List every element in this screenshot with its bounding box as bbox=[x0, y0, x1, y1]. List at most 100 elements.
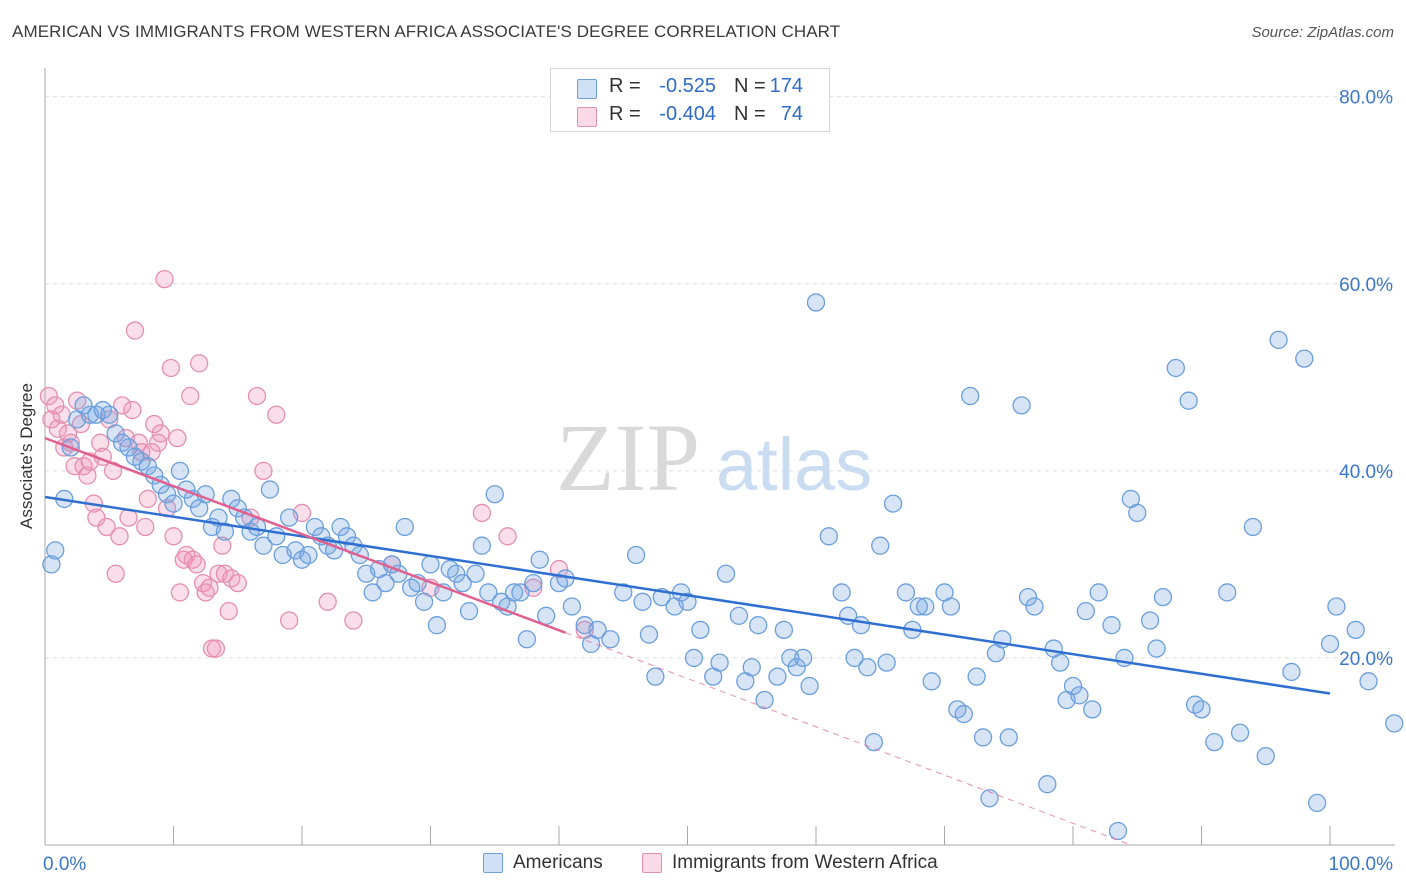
americans-point bbox=[1063, 676, 1083, 696]
americans-point bbox=[774, 620, 794, 640]
y-tick-label: 40.0% bbox=[1339, 462, 1393, 483]
americans-point bbox=[954, 704, 973, 724]
americans-point bbox=[1243, 517, 1263, 537]
americans-point bbox=[1051, 653, 1070, 672]
americans-point bbox=[639, 625, 659, 644]
americans-point bbox=[106, 424, 125, 443]
legend-swatch-immigrants bbox=[577, 107, 597, 127]
americans-point bbox=[896, 583, 916, 602]
americans-point bbox=[768, 667, 787, 686]
immigrants-point bbox=[46, 396, 65, 415]
americans-point bbox=[138, 457, 157, 476]
americans-point bbox=[414, 592, 434, 611]
americans-point bbox=[1108, 821, 1128, 841]
americans-point bbox=[1102, 616, 1121, 635]
americans-point bbox=[1166, 358, 1185, 378]
x-tick-label: 100.0% bbox=[1329, 854, 1394, 875]
immigrants-point bbox=[202, 639, 222, 658]
immigrants-trendline bbox=[44, 436, 566, 634]
x-tick-label: 0.0% bbox=[43, 854, 86, 875]
y-tick-label: 60.0% bbox=[1339, 275, 1393, 296]
legend-r-value: -0.404 bbox=[659, 103, 716, 125]
immigrants-point bbox=[110, 527, 129, 546]
americans-point bbox=[916, 597, 935, 616]
americans-point bbox=[421, 555, 440, 574]
americans-point bbox=[299, 545, 318, 565]
y-tick-label: 80.0% bbox=[1339, 88, 1393, 109]
americans-point bbox=[691, 620, 710, 640]
bottom-legend-americans: Americans bbox=[513, 852, 603, 873]
immigrants-point bbox=[155, 269, 174, 289]
americans-point bbox=[157, 485, 177, 504]
immigrants-point bbox=[206, 639, 226, 658]
americans-point bbox=[601, 630, 620, 649]
americans-point bbox=[1018, 587, 1038, 607]
americans-point bbox=[170, 461, 190, 481]
y-tick-label: 20.0% bbox=[1339, 649, 1393, 670]
americans-point bbox=[967, 667, 986, 686]
legend-n-value: 74 bbox=[780, 103, 803, 125]
immigrants-point bbox=[52, 405, 71, 424]
americans-point bbox=[781, 648, 800, 668]
immigrants-point bbox=[279, 611, 299, 630]
immigrants-point bbox=[91, 433, 110, 452]
americans-point bbox=[100, 405, 119, 424]
americans-point bbox=[447, 564, 466, 583]
immigrants-point bbox=[190, 354, 209, 373]
americans-point bbox=[517, 630, 537, 649]
americans-point bbox=[1070, 686, 1089, 705]
immigrants-point bbox=[48, 419, 67, 438]
immigrants-point bbox=[247, 386, 267, 406]
legend-r-label: R = bbox=[609, 103, 641, 125]
americans-point bbox=[646, 667, 665, 686]
immigrants-point bbox=[187, 555, 206, 574]
immigrants-point bbox=[472, 503, 492, 523]
americans-point bbox=[376, 573, 395, 593]
americans-point bbox=[1256, 746, 1275, 766]
immigrants-point bbox=[145, 414, 164, 434]
americans-point bbox=[74, 396, 93, 415]
americans-point bbox=[678, 592, 697, 611]
americans-point bbox=[787, 658, 806, 677]
watermark: ZIP atlas bbox=[556, 404, 872, 511]
axes bbox=[44, 68, 1395, 846]
americans-point bbox=[260, 480, 280, 499]
americans-point bbox=[973, 728, 993, 747]
immigrants-point bbox=[200, 578, 219, 597]
stats-legend: R = -0.525 N = 174 R = -0.404 N = 74 bbox=[550, 68, 830, 132]
chart-title: AMERICAN VS IMMIGRANTS FROM WESTERN AFRI… bbox=[12, 22, 841, 41]
americans-point bbox=[961, 386, 980, 406]
immigrants-point bbox=[42, 410, 61, 429]
americans-point bbox=[279, 508, 299, 527]
americans-point bbox=[1128, 503, 1147, 523]
immigrants-point bbox=[138, 489, 157, 509]
americans-point bbox=[716, 564, 736, 583]
americans-point bbox=[1327, 597, 1346, 616]
americans-point bbox=[941, 597, 961, 616]
americans-point bbox=[845, 648, 864, 668]
immigrants-point bbox=[97, 517, 116, 537]
americans-point bbox=[215, 522, 235, 541]
americans-point bbox=[755, 690, 774, 710]
legend-n-label: N = bbox=[734, 75, 766, 97]
americans-point bbox=[1147, 639, 1166, 658]
americans-point bbox=[1230, 723, 1250, 742]
legend-r-label: R = bbox=[609, 75, 641, 97]
legend-row-immigrants: R = -0.404 N = 74 bbox=[551, 101, 829, 129]
americans-point bbox=[331, 517, 350, 537]
americans-point bbox=[909, 597, 928, 616]
americans-point bbox=[254, 536, 273, 555]
americans-point bbox=[504, 583, 524, 602]
immigrants-point bbox=[136, 517, 155, 537]
americans-point bbox=[485, 485, 504, 504]
series-immigrants-points bbox=[39, 269, 594, 658]
immigrants-point bbox=[170, 583, 190, 602]
immigrants-point bbox=[219, 602, 238, 621]
americans-point bbox=[1012, 396, 1031, 415]
americans-point bbox=[1083, 700, 1102, 719]
americans-point bbox=[614, 583, 633, 602]
americans-point bbox=[858, 658, 877, 677]
americans-point bbox=[794, 648, 813, 668]
immigrants-point bbox=[254, 461, 273, 481]
